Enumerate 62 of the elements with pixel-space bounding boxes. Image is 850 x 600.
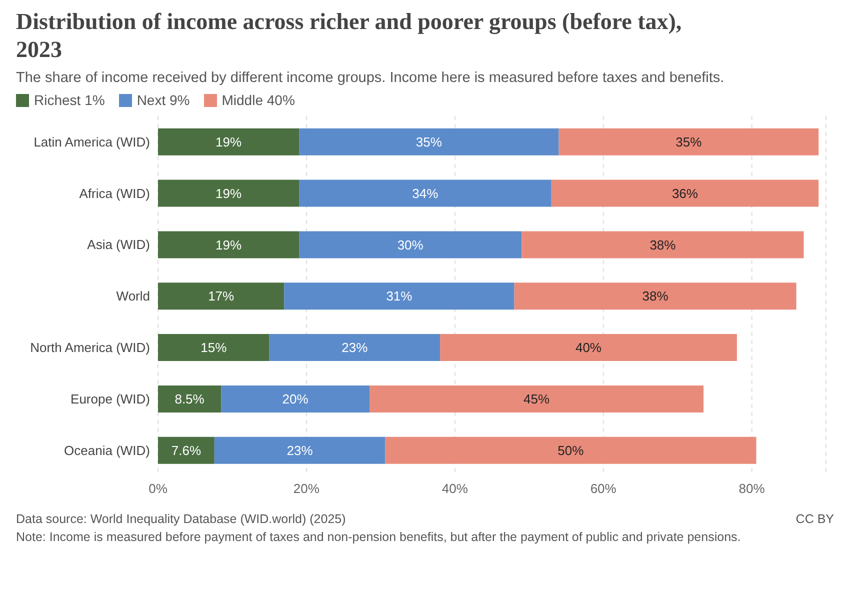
legend-label: Middle 40% [220,92,295,108]
y-tick-label: Africa (WID) [79,186,150,201]
bar [440,334,737,362]
data-label: 35% [676,134,702,150]
data-label: 40% [575,340,602,356]
bar [551,180,819,207]
data-label: 17% [208,288,235,304]
data-label: 30% [397,237,424,252]
text: Note: Income is measured before payment of taxes and non-pension benefits, but after the payment of public and private pensions. [16,530,742,544]
data-label: 19% [215,186,242,201]
data-label: 20% [282,392,309,407]
y-tick-label: Oceania (WID) [64,442,150,458]
data-label: 19% [215,134,242,150]
bar [158,436,214,464]
bar [158,334,270,362]
bar [514,282,796,310]
y-tick-label: Asia (WID) [87,237,150,252]
bar [158,231,300,258]
bar [370,385,704,412]
y-tick-label: Europe (WID) [70,391,150,406]
x-tick-label: 0% [148,481,168,496]
data-label: 7.6% [171,443,202,458]
bar [284,282,514,310]
y-tick-label: World [116,288,150,304]
bar [558,128,819,156]
data-label: 23% [342,340,368,356]
bar [158,128,300,156]
legend-label: Richest 1% [33,92,105,108]
data-label: 34% [412,186,439,201]
data-label: 31% [386,288,413,304]
bar [299,231,522,258]
data-label: 38% [650,237,676,252]
chart-title: Distribution of income across richer and poorer groups (before tax), 2023 [16,8,683,64]
data-label: 45% [524,392,550,407]
data-label: 38% [642,288,669,304]
bar [214,436,386,464]
text: CC BY [796,512,834,526]
data-label: 15% [200,340,228,356]
bar [299,180,552,207]
bar [269,334,440,362]
data-label: 19% [215,237,242,252]
y-tick-label: North America (WID) [30,340,150,356]
bar [522,231,804,258]
data-label: 35% [416,134,442,150]
data-label: 23% [286,443,314,458]
x-tick-label: 80% [738,481,766,496]
bar [221,385,370,412]
data-label: 36% [672,186,698,201]
data-label: 50% [558,443,584,458]
y-tick-label: Latin America (WID) [34,134,150,150]
bar [385,436,756,464]
bar [299,128,559,156]
chart-subtitle: The share of income received by different income groups. Income here is measured before taxes and benefits. [16,70,726,86]
data-label: 8.5% [174,392,205,407]
bar [158,180,300,207]
bar [158,385,222,412]
legend-label: Next 9% [136,92,190,108]
source-note: Data source: World Inequality Database (WID.world) (2025) [16,512,346,526]
x-tick-label: 40% [442,481,468,496]
x-tick-label: 20% [293,481,320,496]
bar [158,282,284,310]
x-tick-label: 60% [590,481,617,496]
